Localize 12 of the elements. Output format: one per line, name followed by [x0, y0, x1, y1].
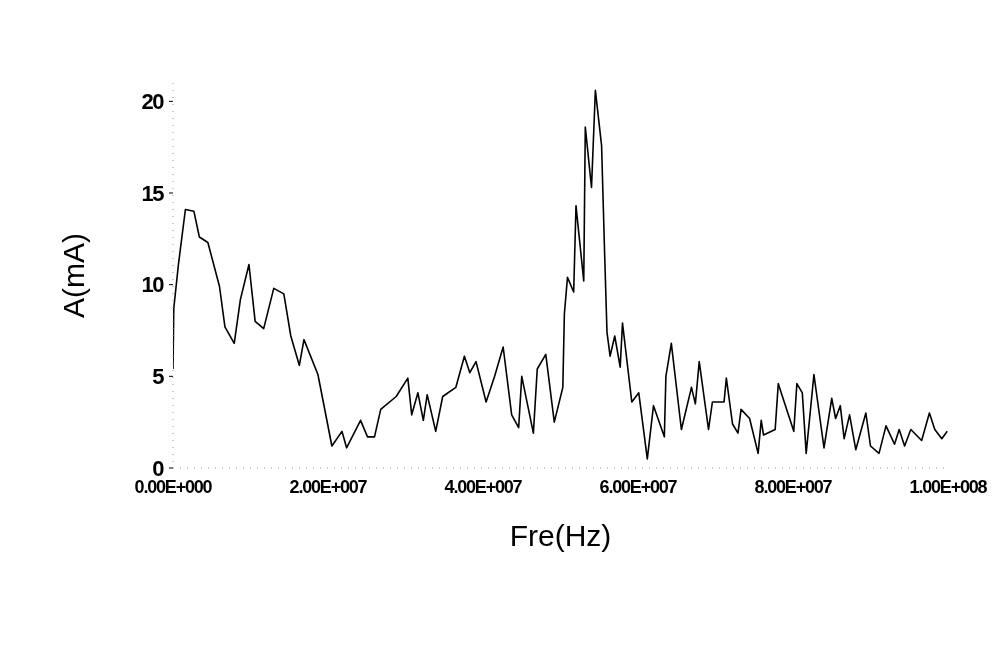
- y-tick-label: 10: [141, 272, 165, 298]
- y-axis-title: A(mA): [56, 233, 90, 318]
- y-tick-label: 20: [141, 89, 165, 115]
- x-tick-label: 4.00E+007: [444, 476, 523, 497]
- y-tick-label: 5: [152, 364, 165, 390]
- x-tick-label: 8.00E+007: [754, 476, 833, 497]
- x-axis-title: Fre(Hz): [509, 519, 612, 552]
- x-tick-label: 2.00E+007: [289, 476, 368, 497]
- x-tick-label: 1.00E+008: [909, 476, 988, 497]
- line-series: [173, 89, 948, 460]
- x-tick-label: 6.00E+007: [599, 476, 678, 497]
- y-tick-label: 15: [141, 180, 165, 206]
